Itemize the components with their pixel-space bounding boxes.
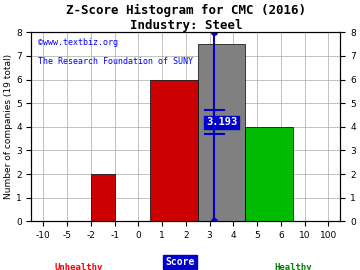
Bar [150,80,198,221]
Bar [198,44,245,221]
Bar [91,174,114,221]
Title: Z-Score Histogram for CMC (2016)
Industry: Steel: Z-Score Histogram for CMC (2016) Industr… [66,4,306,32]
Y-axis label: Number of companies (19 total): Number of companies (19 total) [4,54,13,199]
Text: Healthy: Healthy [274,263,312,270]
Text: Unhealthy: Unhealthy [55,263,103,270]
Text: The Research Foundation of SUNY: The Research Foundation of SUNY [37,57,193,66]
Text: Score: Score [165,257,195,267]
Text: 3.193: 3.193 [206,117,237,127]
Text: ©www.textbiz.org: ©www.textbiz.org [37,38,118,47]
Bar [245,127,293,221]
